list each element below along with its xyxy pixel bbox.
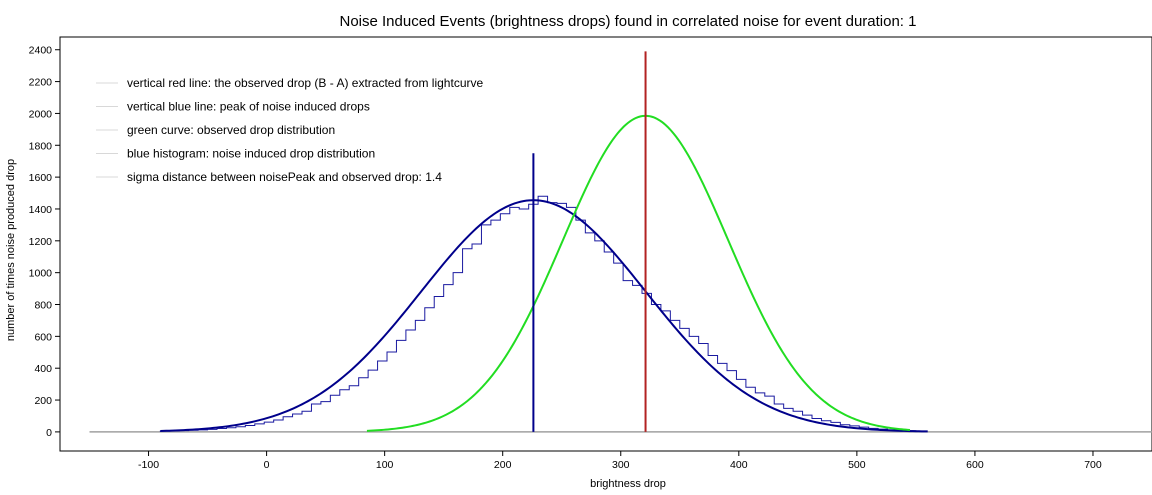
x-tick-label: 100 <box>376 459 394 471</box>
y-tick-label: 200 <box>34 395 52 407</box>
legend-entry: vertical red line: the observed drop (B … <box>127 76 483 90</box>
y-axis: 0 200 400 600 800 1000 1200 1400 1600 1800 2000 220… <box>29 45 60 439</box>
x-tick-label: 300 <box>612 459 630 471</box>
x-tick-label: 500 <box>848 459 866 471</box>
y-axis-label: number of times noise produced drop <box>5 159 17 341</box>
y-tick-label: 400 <box>34 363 52 375</box>
y-tick-label: 2000 <box>29 108 53 120</box>
chart-title: Noise Induced Events (brightness drops) … <box>339 13 916 30</box>
y-tick-label: 1400 <box>29 204 53 216</box>
x-tick-label: 0 <box>264 459 270 471</box>
x-axis-label: brightness drop <box>590 478 666 490</box>
y-tick-label: 2200 <box>29 77 53 89</box>
x-tick-label: 200 <box>494 459 512 471</box>
noise-histogram <box>159 195 926 432</box>
legend-entry: vertical blue line: peak of noise induce… <box>127 100 370 114</box>
y-tick-label: 1600 <box>29 172 53 184</box>
legend-entry: blue histogram: noise induced drop distr… <box>127 147 375 161</box>
x-tick-label: 700 <box>1084 459 1102 471</box>
observed-drop-curve <box>366 114 911 432</box>
noise-fit-curve <box>160 199 928 433</box>
y-tick-label: 1800 <box>29 140 53 152</box>
x-tick-label: 600 <box>966 459 984 471</box>
y-tick-label: 600 <box>34 331 52 343</box>
legend-entry: green curve: observed drop distribution <box>127 123 335 137</box>
y-tick-label: 0 <box>46 427 52 439</box>
x-axis: -100 0 100 200 300 400 500 600 700 <box>138 451 1102 471</box>
y-tick-label: 2400 <box>29 45 53 57</box>
x-tick-label: -100 <box>138 459 159 471</box>
legend-entry: sigma distance between noisePeak and obs… <box>127 170 442 184</box>
plot-frame <box>59 36 1152 452</box>
legend: vertical red line: the observed drop (B … <box>96 76 483 184</box>
y-tick-label: 1000 <box>29 268 53 280</box>
y-tick-label: 1200 <box>29 236 53 248</box>
y-tick-label: 800 <box>34 300 52 312</box>
series-layer <box>89 51 1152 433</box>
x-tick-label: 400 <box>730 459 748 471</box>
